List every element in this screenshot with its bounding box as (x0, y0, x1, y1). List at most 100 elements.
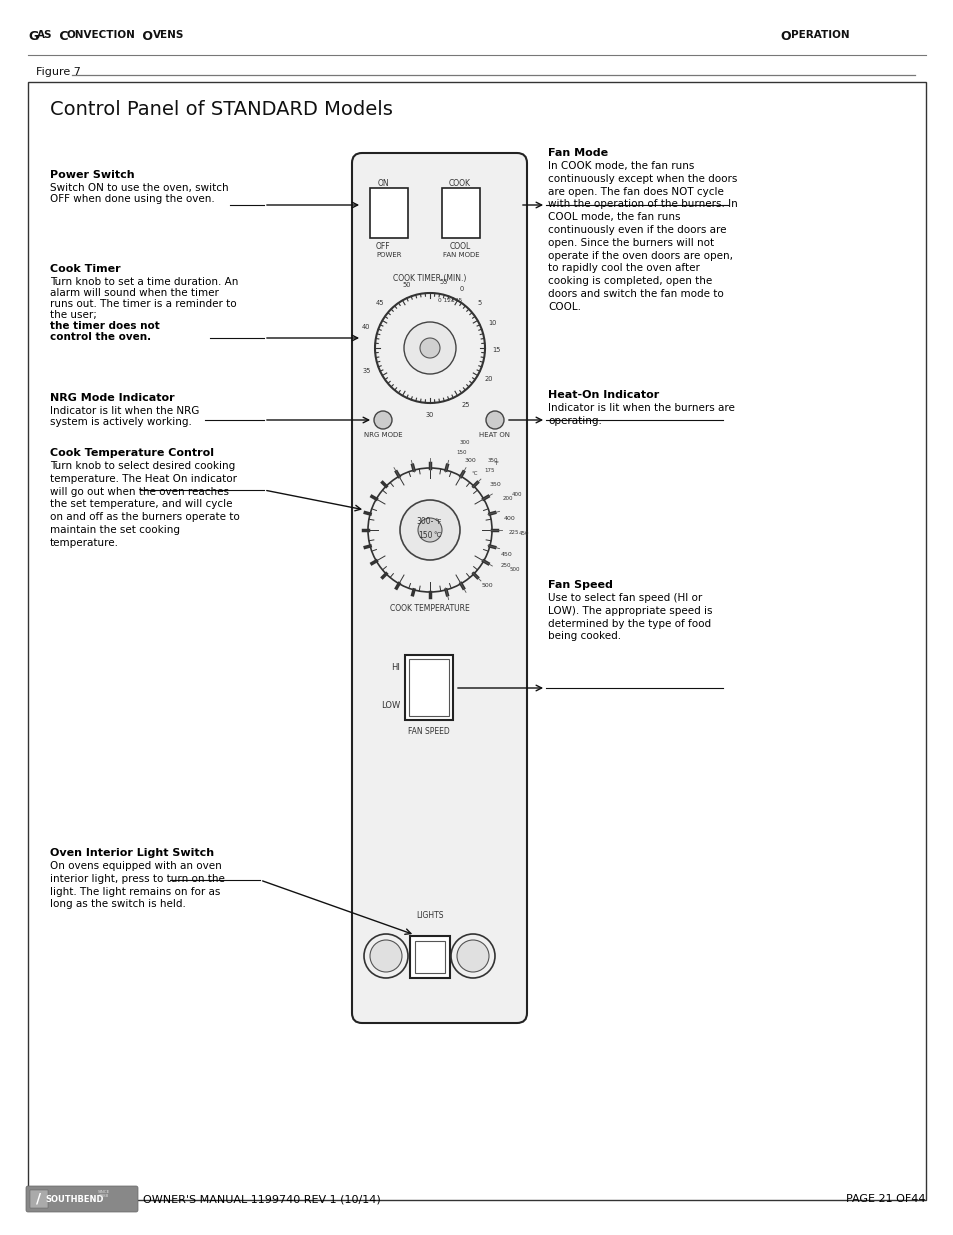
Text: OFF when done using the oven.: OFF when done using the oven. (50, 194, 214, 204)
Text: LIGHTS: LIGHTS (416, 911, 443, 920)
Text: O: O (780, 30, 790, 43)
Text: HI: HI (391, 662, 399, 672)
Text: system is actively working.: system is actively working. (50, 417, 192, 427)
Text: 5: 5 (477, 300, 481, 306)
Bar (405, 655, 453, 720)
Text: SINCE
1988: SINCE 1988 (98, 1191, 110, 1198)
Text: 200: 200 (502, 496, 513, 501)
Text: COOK: COOK (449, 179, 471, 188)
Text: LOW: LOW (380, 700, 399, 709)
Text: Switch ON to use the oven, switch: Switch ON to use the oven, switch (50, 183, 229, 193)
Text: 150: 150 (456, 450, 466, 454)
Bar (30, 1191, 48, 1208)
Text: 300: 300 (464, 458, 476, 463)
Text: 150: 150 (417, 531, 432, 540)
Circle shape (374, 411, 392, 429)
Text: the user;: the user; (50, 310, 100, 320)
Text: ONVECTION: ONVECTION (67, 30, 135, 40)
Text: VENS: VENS (152, 30, 184, 40)
Text: /: / (36, 1192, 42, 1207)
Text: Indicator is lit when the burners are
operating.: Indicator is lit when the burners are op… (547, 403, 734, 426)
Text: 35: 35 (362, 368, 371, 374)
Text: °C: °C (434, 532, 441, 538)
Text: 55: 55 (439, 279, 448, 285)
Text: Use to select fan speed (HI or
LOW). The appropriate speed is
determined by the : Use to select fan speed (HI or LOW). The… (547, 593, 712, 641)
Text: PERATION: PERATION (790, 30, 849, 40)
Text: 0: 0 (458, 285, 463, 291)
Text: FAN MODE: FAN MODE (442, 252, 478, 258)
Text: the timer does not: the timer does not (50, 321, 159, 331)
Text: COOL: COOL (449, 242, 470, 251)
Text: C: C (55, 30, 69, 43)
Text: 225: 225 (508, 530, 518, 536)
Text: Turn knob to set a time duration. An: Turn knob to set a time duration. An (50, 277, 238, 287)
Text: ON: ON (376, 179, 389, 188)
Text: OFF: OFF (375, 242, 390, 251)
Text: Control Panel of STANDARD Models: Control Panel of STANDARD Models (50, 100, 393, 119)
FancyBboxPatch shape (352, 153, 526, 1023)
Text: NRG Mode Indicator: NRG Mode Indicator (50, 393, 174, 403)
Text: HEAT ON: HEAT ON (479, 432, 510, 438)
Text: OWNER'S MANUAL 1199740 REV 1 (10/14): OWNER'S MANUAL 1199740 REV 1 (10/14) (143, 1194, 380, 1204)
Circle shape (419, 338, 439, 358)
Text: Fan Speed: Fan Speed (547, 580, 612, 590)
Text: 45: 45 (375, 300, 384, 306)
Text: Oven Interior Light Switch: Oven Interior Light Switch (50, 848, 213, 858)
Text: 40: 40 (361, 325, 370, 330)
Text: Turn knob to select desired cooking
temperature. The Heat On indicator
will go o: Turn knob to select desired cooking temp… (50, 461, 239, 548)
Text: POWER: POWER (375, 252, 401, 258)
Text: °C: °C (471, 471, 477, 475)
Circle shape (485, 411, 503, 429)
Text: 25: 25 (460, 401, 469, 408)
Text: G: G (28, 30, 38, 43)
Text: alarm will sound when the timer: alarm will sound when the timer (50, 288, 218, 298)
Text: runs out. The timer is a reminder to: runs out. The timer is a reminder to (50, 299, 236, 309)
Bar (441, 188, 479, 238)
Circle shape (370, 940, 401, 972)
Text: 450: 450 (499, 552, 512, 557)
Text: AS: AS (37, 30, 52, 40)
Text: NRG MODE: NRG MODE (363, 432, 402, 438)
FancyBboxPatch shape (26, 1186, 138, 1212)
Circle shape (399, 500, 459, 559)
Text: °F: °F (434, 519, 441, 525)
Text: 300-: 300- (416, 517, 434, 526)
Text: 10: 10 (487, 320, 496, 326)
Text: SOUTHBEND: SOUTHBEND (46, 1194, 104, 1203)
Text: 15: 15 (493, 347, 500, 353)
Text: 400: 400 (503, 516, 515, 521)
Text: Power Switch: Power Switch (50, 170, 134, 180)
Circle shape (417, 517, 441, 542)
Text: 175: 175 (483, 468, 494, 473)
Text: 300: 300 (459, 441, 470, 446)
Text: 350: 350 (487, 458, 497, 463)
Text: Cook Temperature Control: Cook Temperature Control (50, 448, 213, 458)
Text: Fan Mode: Fan Mode (547, 148, 607, 158)
Text: 20: 20 (484, 377, 493, 383)
Text: FAN SPEED: FAN SPEED (408, 727, 450, 736)
Circle shape (456, 940, 489, 972)
Text: COOK TIMER (MIN.): COOK TIMER (MIN.) (393, 274, 466, 283)
Text: On ovens equipped with an oven
interior light, press to turn on the
light. The l: On ovens equipped with an oven interior … (50, 861, 225, 909)
Bar (409, 659, 449, 716)
Text: In COOK mode, the fan runs
continuously except when the doors
are open. The fan : In COOK mode, the fan runs continuously … (547, 161, 737, 311)
Text: 0 12345: 0 12345 (437, 299, 462, 304)
Circle shape (403, 322, 456, 374)
Text: Heat-On Indicator: Heat-On Indicator (547, 390, 659, 400)
Text: 350: 350 (489, 482, 501, 487)
Bar (370, 188, 408, 238)
Text: COOK TEMPERATURE: COOK TEMPERATURE (390, 604, 470, 613)
Text: Cook Timer: Cook Timer (50, 264, 120, 274)
Text: Indicator is lit when the NRG: Indicator is lit when the NRG (50, 406, 199, 416)
Text: 500: 500 (481, 583, 493, 588)
Text: 450: 450 (518, 531, 529, 536)
Text: Figure 7: Figure 7 (36, 67, 81, 77)
Text: O: O (138, 30, 152, 43)
Text: 400: 400 (512, 493, 522, 498)
Text: control the oven.: control the oven. (50, 332, 151, 342)
Text: 500: 500 (510, 567, 520, 572)
Bar (410, 936, 450, 978)
Text: PAGE 21 OF44: PAGE 21 OF44 (845, 1194, 925, 1204)
FancyBboxPatch shape (28, 82, 925, 1200)
Text: 50: 50 (402, 282, 411, 288)
